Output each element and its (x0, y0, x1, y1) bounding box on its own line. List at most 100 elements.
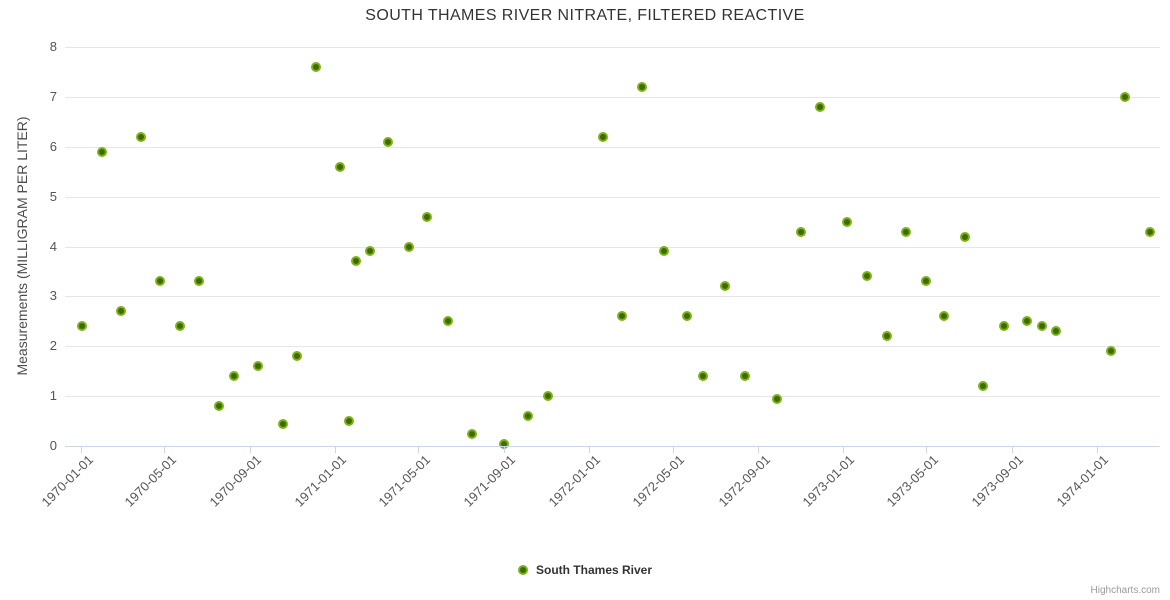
data-point[interactable] (253, 361, 264, 372)
data-point[interactable] (467, 428, 478, 439)
y-axis-label: 8 (49, 39, 57, 54)
x-axis-tick (503, 447, 505, 453)
x-axis-label: 1972-09-01 (715, 452, 773, 510)
legend-item[interactable]: South Thames River (0, 563, 1170, 577)
x-axis-label: 1972-05-01 (629, 452, 688, 510)
x-axis-tick (842, 447, 844, 453)
data-point[interactable] (698, 371, 709, 382)
plot-area (65, 47, 1160, 449)
x-axis-tick (672, 447, 674, 453)
data-point[interactable] (882, 331, 893, 342)
gridline (65, 146, 1160, 148)
data-point[interactable] (959, 231, 970, 242)
x-axis-label: 1971-01-01 (291, 452, 350, 510)
x-axis-label: 1970-09-01 (206, 452, 265, 510)
data-point[interactable] (351, 256, 362, 267)
data-point[interactable] (404, 241, 415, 252)
y-axis-label: 2 (49, 338, 57, 354)
x-axis-label: 1973-09-01 (968, 452, 1027, 510)
data-point[interactable] (214, 401, 225, 412)
credits-link[interactable]: Highcharts.com (1090, 585, 1160, 596)
x-axis-tick (1011, 447, 1013, 453)
data-point[interactable] (1119, 91, 1130, 102)
data-point[interactable] (842, 216, 853, 227)
data-point[interactable] (443, 316, 454, 327)
x-axis-tick (249, 447, 251, 453)
x-axis-tick (334, 447, 336, 453)
data-point[interactable] (920, 276, 931, 287)
x-axis-tick (588, 447, 590, 453)
data-point[interactable] (598, 131, 609, 142)
gridline (65, 47, 1160, 48)
gridline (65, 196, 1160, 198)
data-point[interactable] (277, 418, 288, 429)
data-point[interactable] (310, 61, 321, 72)
x-axis-tick (1096, 447, 1098, 453)
gridline (65, 246, 1160, 248)
data-point[interactable] (1105, 346, 1116, 357)
data-point[interactable] (1036, 321, 1047, 332)
data-point[interactable] (175, 321, 186, 332)
y-axis-label: 1 (49, 388, 57, 404)
data-point[interactable] (815, 101, 826, 112)
data-point[interactable] (978, 381, 989, 392)
data-point[interactable] (739, 371, 750, 382)
data-point[interactable] (1144, 226, 1155, 237)
data-point[interactable] (365, 246, 376, 257)
x-axis-tick (758, 447, 760, 453)
y-axis-label: 5 (49, 188, 57, 204)
chart-title: SOUTH THAMES RIVER NITRATE, FILTERED REA… (365, 7, 805, 24)
data-point[interactable] (720, 281, 731, 292)
x-axis-tick (418, 447, 420, 453)
data-point[interactable] (861, 271, 872, 282)
data-point[interactable] (96, 146, 107, 157)
x-axis-line (65, 446, 1160, 447)
x-axis-label: 1973-01-01 (799, 452, 858, 510)
x-axis-tick (80, 447, 82, 453)
x-axis-label: 1973-05-01 (883, 452, 942, 510)
data-point[interactable] (659, 246, 670, 257)
data-point[interactable] (616, 311, 627, 322)
data-point[interactable] (383, 136, 394, 147)
data-point[interactable] (228, 371, 239, 382)
x-axis-tick (164, 447, 166, 453)
data-point[interactable] (116, 306, 127, 317)
data-point[interactable] (900, 226, 911, 237)
y-axis-label: 0 (49, 438, 57, 453)
data-point[interactable] (194, 276, 205, 287)
data-point[interactable] (1051, 326, 1062, 337)
gridline (65, 96, 1160, 98)
data-point[interactable] (682, 311, 693, 322)
data-point[interactable] (796, 226, 807, 237)
x-axis-label: 1974-01-01 (1053, 452, 1112, 510)
data-point[interactable] (523, 411, 534, 422)
gridline (65, 296, 1160, 298)
x-axis-label: 1970-01-01 (37, 452, 96, 510)
data-point[interactable] (938, 311, 949, 322)
data-point[interactable] (135, 131, 146, 142)
x-axis-label: 1970-05-01 (121, 452, 180, 510)
gridline (65, 396, 1160, 398)
data-point[interactable] (77, 321, 88, 332)
y-axis-label: 6 (49, 138, 57, 154)
data-point[interactable] (422, 211, 433, 222)
y-axis-label: 4 (49, 238, 57, 254)
x-axis-label: 1972-01-01 (545, 452, 604, 510)
data-point[interactable] (344, 416, 355, 427)
y-axis-label: 7 (49, 88, 57, 104)
x-axis-tick (926, 447, 928, 453)
data-point[interactable] (543, 391, 554, 402)
data-point[interactable] (998, 321, 1009, 332)
x-axis-label: 1971-05-01 (375, 452, 433, 510)
data-point[interactable] (155, 276, 166, 287)
legend-marker-icon (517, 565, 528, 575)
y-axis-label: 3 (49, 288, 57, 304)
data-point[interactable] (771, 393, 782, 404)
data-point[interactable] (335, 161, 346, 172)
data-point[interactable] (291, 351, 302, 362)
data-point[interactable] (1022, 316, 1033, 327)
gridline (65, 346, 1160, 348)
legend-label: South Thames River (535, 563, 653, 577)
data-point[interactable] (637, 81, 648, 92)
